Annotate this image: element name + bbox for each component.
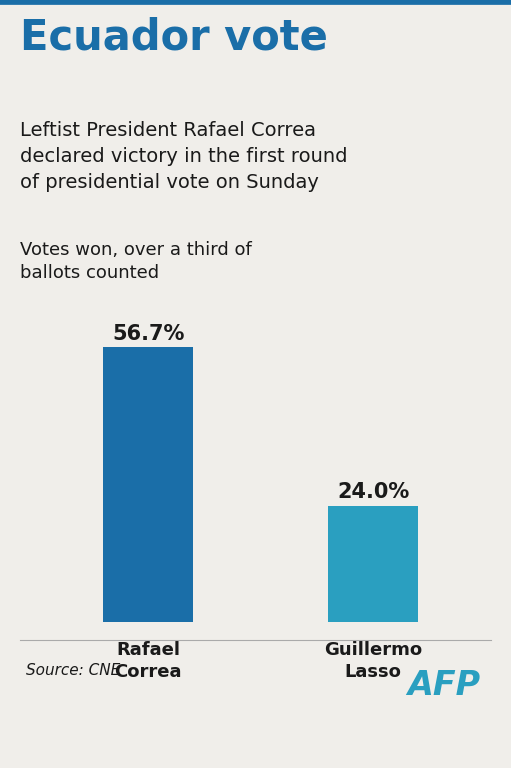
Text: AFP: AFP	[407, 669, 480, 702]
Text: 56.7%: 56.7%	[112, 323, 184, 343]
Text: Source: CNE: Source: CNE	[26, 663, 120, 678]
Text: Leftist President Rafael Correa
declared victory in the first round
of president: Leftist President Rafael Correa declared…	[20, 121, 348, 192]
Text: Votes won, over a third of
ballots counted: Votes won, over a third of ballots count…	[20, 240, 252, 282]
Text: 24.0%: 24.0%	[337, 482, 409, 502]
Bar	[328, 506, 418, 622]
Text: Ecuador vote: Ecuador vote	[20, 16, 328, 58]
Bar	[103, 347, 193, 622]
